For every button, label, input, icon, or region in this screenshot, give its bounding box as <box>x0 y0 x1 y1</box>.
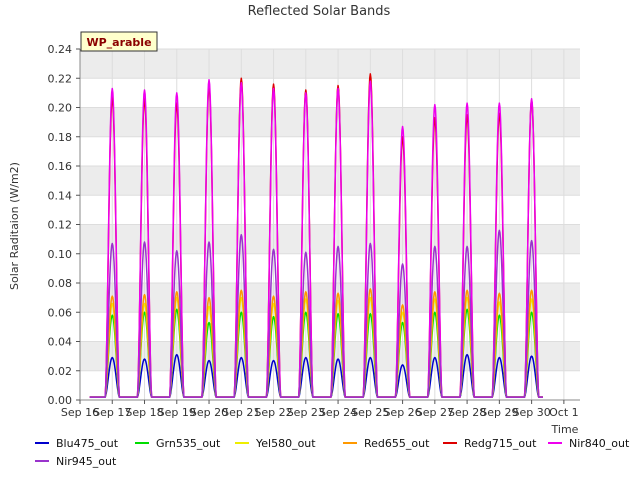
grid-band <box>80 107 580 137</box>
series-layer <box>89 73 543 398</box>
x-tick-label: Sep 25 <box>351 406 389 419</box>
y-tick-label: 0.12 <box>48 219 73 232</box>
y-tick-label: 0.24 <box>48 43 73 56</box>
legend-label: Nir945_out <box>56 455 117 468</box>
x-tick-label: Sep 21 <box>222 406 260 419</box>
series-line-Nir945_out <box>89 229 543 398</box>
x-tick-label: Oct 1 <box>549 406 579 419</box>
station-badge: WP_arable <box>80 31 158 52</box>
legend-label: Yel580_out <box>255 437 316 450</box>
x-tick-label: Sep 22 <box>254 406 292 419</box>
grid-band <box>80 224 580 254</box>
x-tick-label: Sep 24 <box>319 406 357 419</box>
x-tick-label: Sep 28 <box>448 406 486 419</box>
legend-label: Redg715_out <box>464 437 537 450</box>
x-tick-label: Sep 16 <box>61 406 99 419</box>
legend-label: Nir840_out <box>569 437 630 450</box>
x-tick-label: Sep 30 <box>512 406 550 419</box>
grid-band <box>80 283 580 313</box>
y-tick-label: 0.00 <box>48 394 73 407</box>
x-tick-label: Sep 29 <box>480 406 518 419</box>
grid-band <box>80 166 580 196</box>
legend-label: Grn535_out <box>156 437 221 450</box>
x-tick-label: Sep 19 <box>158 406 196 419</box>
chart-title: Reflected Solar Bands <box>248 4 391 19</box>
x-tick-label: Sep 18 <box>125 406 163 419</box>
x-tick-label: Sep 23 <box>287 406 325 419</box>
y-tick-label: 0.10 <box>48 248 73 261</box>
y-tick-label: 0.14 <box>48 189 73 202</box>
station-badge-label: WP_arable <box>86 36 151 49</box>
y-tick-label: 0.20 <box>48 102 73 115</box>
grid-band <box>80 49 580 79</box>
legend-label: Blu475_out <box>56 437 119 450</box>
x-tick-label: Sep 27 <box>416 406 454 419</box>
x-tick-label: Sep 20 <box>190 406 228 419</box>
axes: 0.00 0.02 0.04 0.06 0.08 0.10 0.12 0.14 0.16 0.18… <box>48 43 580 419</box>
x-tick-label: Sep 26 <box>383 406 421 419</box>
y-tick-label: 0.16 <box>48 160 73 173</box>
x-axis-label: Time <box>551 423 579 436</box>
station-badge-box <box>80 31 158 52</box>
y-tick-label: 0.22 <box>48 72 73 85</box>
y-tick-label: 0.06 <box>48 306 73 319</box>
y-tick-label: 0.04 <box>48 336 73 349</box>
y-tick-label: 0.18 <box>48 131 73 144</box>
y-tick-label: 0.08 <box>48 277 73 290</box>
legend-label: Red655_out <box>364 437 430 450</box>
y-axis-label: Solar Raditaion (W/m2) <box>8 162 21 290</box>
x-tick-label: Sep 17 <box>93 406 131 419</box>
y-tick-label: 0.02 <box>48 365 73 378</box>
legend: Blu475_out Grn535_out Yel580_out Red655_out… <box>35 437 630 468</box>
